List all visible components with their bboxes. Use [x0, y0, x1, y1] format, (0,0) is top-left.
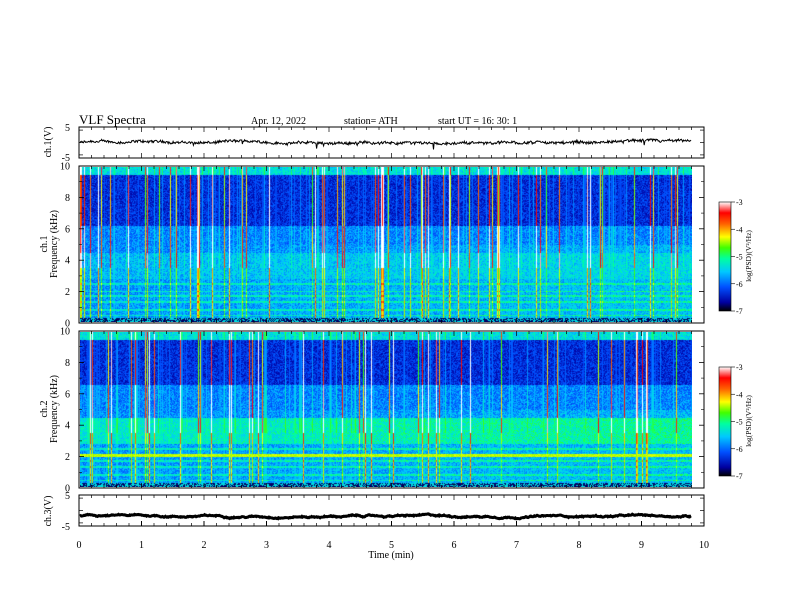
freq-tick-label-2: 4: [65, 421, 70, 432]
freq-tick-label-4: 8: [65, 358, 70, 369]
colorbar-tick-label-4: -7: [736, 307, 743, 316]
x-tick-label-3: 3: [264, 540, 269, 551]
x-tick-label-8: 8: [577, 540, 582, 551]
colorbar-tick-label-4: -7: [736, 472, 743, 481]
x-tick-label-4: 4: [327, 540, 332, 551]
ch1-waveform-line: [79, 137, 692, 150]
x-tick-label-2: 2: [202, 540, 207, 551]
ch3-tick-top: 5: [65, 491, 70, 502]
freq-tick-label-5: 10: [60, 162, 70, 173]
freq-tick-label-5: 10: [60, 327, 70, 338]
ch3-tick-bottom: -5: [62, 522, 70, 533]
freq-tick-label-0: 0: [65, 319, 70, 330]
ch2-spectrogram-image: [80, 332, 692, 487]
colorbar-tick-label-1: -4: [736, 225, 743, 234]
ch1-tick-bottom: -5: [62, 153, 70, 164]
ch3-waveform-panel: 5 -5 ch.3(V): [43, 491, 705, 533]
x-tick-label-10: 10: [699, 540, 709, 551]
colorbar-tick-label-2: -5: [736, 418, 743, 427]
freq-tick-label-3: 6: [65, 224, 70, 235]
ch3-waveform-line: [79, 512, 692, 521]
freq-tick-label-4: 8: [65, 193, 70, 204]
header-start-time: start UT = 16: 30: 1: [438, 116, 517, 127]
x-axis-label: Time (min): [368, 550, 413, 561]
ch1-spectrogram-panel: 0 2 4 6 8 10 ch.1 Frequency (kHz): [39, 162, 705, 330]
ch1-colorbar-label: log(PSD)(V²/Hz): [744, 230, 753, 282]
ch2-spectrogram-panel: 0 2 4 6 8 10 ch.2 Frequency (kHz): [39, 327, 705, 495]
ch1-spec-ylabel-channel: ch.1: [39, 236, 50, 253]
ch1-waveform-ylabel: ch.1(V): [43, 127, 54, 158]
ch2-spec-ylabel-frequency: Frequency (kHz): [49, 375, 60, 443]
chart-title: VLF Spectra: [79, 112, 146, 127]
ch3-waveform-ylabel: ch.3(V): [43, 496, 54, 527]
x-tick-label-0: 0: [77, 540, 82, 551]
freq-tick-label-1: 2: [65, 452, 70, 463]
ch1-spectrogram-image: [80, 167, 692, 322]
colorbar-tick-label-3: -6: [736, 280, 743, 289]
colorbar-tick-label-2: -5: [736, 253, 743, 262]
colorbar-tick-label-0: -3: [736, 363, 743, 372]
x-tick-label-5: 5: [389, 540, 394, 551]
x-axis: 0 1 2 3 4 5 6 7 8 9 10: [77, 127, 709, 551]
ch2-colorbar: -3 -4 -5 -6 -7 log(PSD)(V²/Hz): [718, 363, 753, 481]
colorbar-tick-label-1: -4: [736, 390, 743, 399]
freq-tick-label-0: 0: [65, 484, 70, 495]
x-tick-label-7: 7: [514, 540, 519, 551]
freq-tick-label-3: 6: [65, 389, 70, 400]
freq-tick-label-1: 2: [65, 287, 70, 298]
ch1-spec-ylabel-frequency: Frequency (kHz): [49, 210, 60, 278]
ch2-spec-ylabel-channel: ch.2: [39, 401, 50, 418]
ch2-colorbar-label: log(PSD)(V²/Hz): [744, 395, 753, 447]
freq-tick-label-2: 4: [65, 256, 70, 267]
header-station: station= ATH: [344, 116, 398, 127]
x-tick-label-9: 9: [639, 540, 644, 551]
ch1-waveform-panel: 5 -5 ch.1(V): [43, 123, 705, 164]
x-tick-label-6: 6: [452, 540, 457, 551]
colorbar-tick-label-0: -3: [736, 198, 743, 207]
ch1-colorbar: -3 -4 -5 -6 -7 log(PSD)(V²/Hz): [718, 198, 753, 316]
header-date: Apr. 12, 2022: [251, 116, 306, 127]
x-tick-label-1: 1: [139, 540, 144, 551]
ch1-tick-top: 5: [65, 123, 70, 134]
colorbar-tick-label-3: -6: [736, 445, 743, 454]
